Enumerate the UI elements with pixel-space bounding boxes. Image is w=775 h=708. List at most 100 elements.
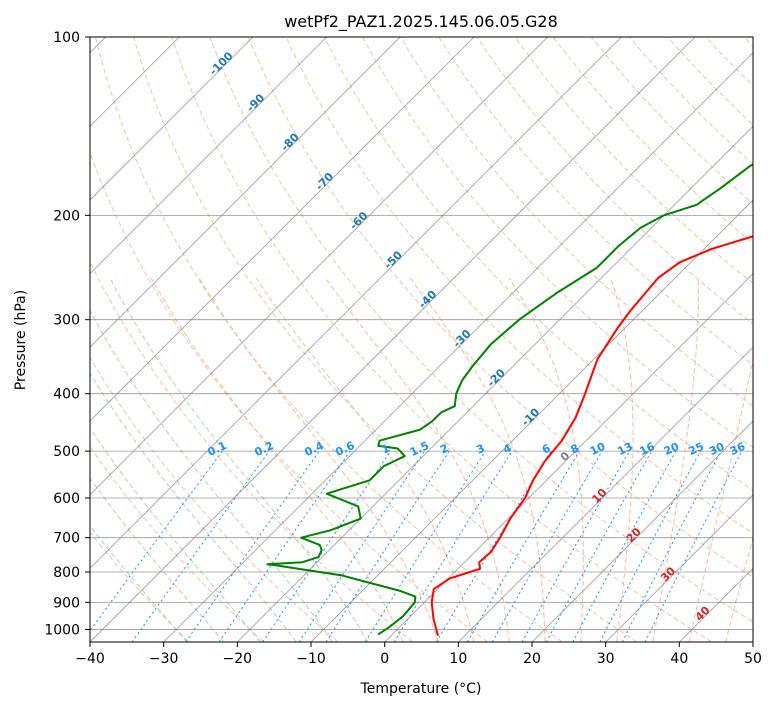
mixing-ratio-line — [491, 450, 603, 642]
isotherm-line — [310, 199, 753, 642]
y-tick-label: 500 — [53, 444, 80, 460]
mixing-ratio-line — [185, 450, 320, 642]
moist-adiabat-line — [90, 524, 188, 642]
isotherm-line — [90, 37, 327, 275]
mixing-ratio-line — [90, 450, 223, 632]
isotherm-line — [90, 37, 254, 201]
dry-adiabat-line — [362, 37, 753, 449]
dry-adiabat-line — [247, 37, 753, 578]
dry-adiabat-line — [90, 151, 488, 642]
isotherm-line — [237, 125, 753, 642]
isotherm-line — [90, 37, 622, 569]
mixing-ratio-line — [467, 450, 580, 642]
mixing-ratio-line — [393, 450, 513, 642]
y-tick-label: 900 — [53, 595, 80, 611]
isotherm-line — [163, 52, 753, 642]
dry-adiabat-line — [133, 37, 638, 642]
x-axis: −40 −30 −20 −10 0 10 20 30 40 50 — [75, 642, 762, 667]
mixing-ratio-label: 13 — [615, 440, 634, 458]
moist-adiabat-line — [198, 277, 439, 642]
dry-adiabat-line — [90, 531, 190, 642]
isotherm-line — [458, 346, 753, 642]
y-tick-label: 300 — [53, 313, 80, 329]
mixing-ratio-line — [521, 450, 630, 642]
mixing-ratio-line — [572, 450, 677, 642]
moist-adiabat-line — [109, 277, 369, 642]
y-tick-label: 700 — [53, 531, 80, 547]
moist-adiabat-line — [90, 477, 225, 642]
mixing-ratio-lines — [90, 450, 743, 642]
mixing-ratio-line — [364, 450, 486, 642]
y-axis: 1000 900 800 700 600 500 400 300 200 100 — [44, 30, 90, 638]
moist-adiabat-line — [150, 277, 404, 642]
x-tick-label: 40 — [670, 651, 688, 667]
profile-lines — [266, 163, 753, 637]
x-tick-label: 30 — [597, 651, 615, 667]
isotherm-line — [90, 37, 475, 422]
moist-adiabats — [90, 277, 753, 642]
dry-adiabat-line — [90, 445, 264, 642]
x-axis-title: Temperature (°C) — [360, 681, 482, 697]
mixing-ratio-line — [435, 450, 552, 642]
mixing-ratio-label: 16 — [638, 440, 658, 458]
mixing-ratio-label: 30 — [707, 440, 727, 458]
dry-adiabats — [90, 37, 753, 642]
mixing-ratio-label: 10 — [588, 440, 608, 458]
x-tick-label: 0 — [380, 651, 389, 667]
mixing-ratio-line — [599, 450, 701, 642]
dewpoint-profile-line — [266, 163, 753, 636]
moist-adiabat-line — [652, 277, 699, 642]
pressure-gridlines — [90, 37, 753, 630]
dry-adiabat-line — [95, 37, 563, 642]
dry-adiabat-line — [323, 37, 753, 491]
x-tick-label: −30 — [149, 651, 179, 667]
mixing-ratio-line — [621, 450, 722, 642]
y-tick-label: 400 — [53, 387, 80, 403]
x-tick-label: −20 — [223, 651, 253, 667]
y-tick-label: 600 — [53, 491, 80, 507]
temperature-profile-line — [430, 235, 753, 637]
y-axis-title: Pressure (hPa) — [13, 290, 29, 390]
isotherm-line — [90, 37, 401, 348]
moist-adiabat-line — [610, 277, 634, 642]
mixing-ratio-line — [298, 450, 425, 642]
chart-title: wetPf2_PAZ1.2025.145.06.05.G28 — [284, 12, 558, 32]
x-tick-label: −40 — [75, 651, 105, 667]
isotherm-line — [605, 494, 753, 642]
y-tick-label: 800 — [53, 565, 80, 581]
moist-adiabat-line — [688, 357, 753, 642]
y-tick-label: 100 — [53, 30, 80, 46]
y-tick-label: 1000 — [44, 622, 80, 638]
moist-adiabat-line — [90, 309, 333, 642]
mixing-ratio-label: 20 — [662, 440, 682, 458]
dry-adiabat-line — [438, 37, 753, 366]
isotherm-line — [384, 273, 753, 642]
isotherm-line — [90, 37, 548, 496]
dry-adiabat-line — [90, 356, 339, 642]
x-tick-label: −10 — [296, 651, 326, 667]
moist-adiabat-line — [90, 371, 297, 642]
dry-adiabat-line — [514, 37, 753, 285]
dry-adiabat-line — [285, 37, 753, 534]
x-tick-label: 20 — [523, 651, 541, 667]
mixing-ratio-line — [644, 450, 743, 642]
mixing-ratio-line — [545, 450, 653, 642]
plot-frame — [89, 36, 754, 643]
isotherm-line — [531, 420, 753, 642]
mixing-ratio-line — [325, 450, 450, 642]
isotherm-line — [90, 37, 696, 642]
moist-adiabat-line — [409, 277, 546, 642]
dry-adiabat-line — [171, 37, 712, 642]
moist-adiabat-line — [90, 427, 261, 642]
x-tick-label: 50 — [744, 651, 762, 667]
mixing-ratio-label: 36 — [728, 440, 748, 458]
isotherms — [90, 37, 753, 642]
moist-adiabat-line — [255, 277, 475, 642]
moist-adiabat-line — [508, 277, 584, 642]
mixing-ratio-label: 25 — [687, 440, 706, 458]
x-tick-label: 10 — [449, 651, 467, 667]
y-tick-label: 200 — [53, 208, 80, 224]
dry-adiabat-line — [209, 37, 753, 623]
